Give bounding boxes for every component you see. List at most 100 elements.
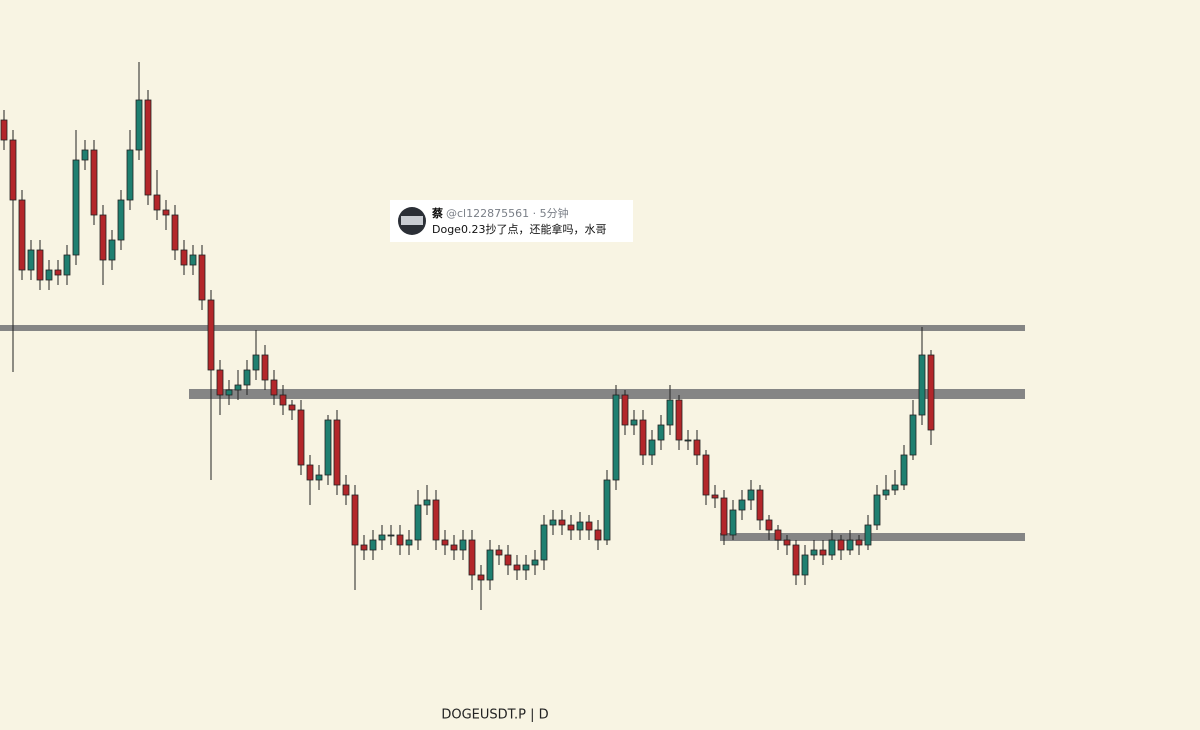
candle-body	[234, 384, 242, 391]
candle-body	[549, 519, 557, 526]
candle-body	[612, 394, 620, 481]
candle-body	[873, 494, 881, 526]
candle-body	[171, 214, 179, 251]
candle-body	[0, 119, 8, 141]
candle-body	[270, 379, 278, 396]
candle-body	[243, 369, 251, 386]
candle-body	[594, 529, 602, 541]
candle-body	[72, 159, 80, 256]
candle-body	[396, 534, 404, 546]
candle-body	[144, 99, 152, 196]
candle-body	[252, 354, 260, 371]
candle-body	[369, 539, 377, 551]
candle-body	[891, 484, 899, 491]
candle-body	[504, 554, 512, 566]
candle-body	[864, 524, 872, 546]
candle-body	[54, 269, 62, 276]
candle-body	[900, 454, 908, 486]
candle-body	[18, 199, 26, 271]
candle-body	[216, 369, 224, 396]
candle-body	[117, 199, 125, 241]
candle-body	[333, 419, 341, 486]
candle-body	[693, 439, 701, 456]
candle-body	[810, 549, 818, 556]
candle-body	[828, 539, 836, 556]
candle-body	[846, 539, 854, 551]
candle-body	[225, 389, 233, 396]
candle-body	[423, 499, 431, 506]
candle-body	[387, 534, 395, 537]
candle-body	[405, 539, 413, 546]
candle-body	[837, 539, 845, 551]
candle-body	[261, 354, 269, 381]
candle-body	[531, 559, 539, 566]
candle-body	[279, 394, 287, 406]
candle-body	[441, 539, 449, 546]
candle-body	[180, 249, 188, 266]
candle-body	[729, 509, 737, 536]
candle-body	[702, 454, 710, 496]
candle-body	[792, 544, 800, 576]
candle-body	[558, 519, 566, 526]
candle-body	[324, 419, 332, 476]
candle-body	[9, 139, 17, 201]
candle-body	[819, 549, 827, 556]
candle-body	[63, 254, 71, 276]
candle-body	[522, 564, 530, 571]
candle-body	[135, 99, 143, 151]
candle-body	[675, 399, 683, 441]
comment-background	[390, 200, 633, 242]
candle-body	[108, 239, 116, 261]
candle-body	[153, 194, 161, 211]
candle-body	[738, 499, 746, 511]
candle-body	[918, 354, 926, 416]
candle-body	[99, 214, 107, 261]
candle-body	[468, 539, 476, 576]
candle-body	[513, 564, 521, 571]
comment-text: Doge0.23抄了点，还能拿吗，水哥	[432, 222, 606, 236]
candle-body	[450, 544, 458, 551]
candle-body	[774, 529, 782, 541]
candle-body	[639, 419, 647, 456]
candle-body	[36, 249, 44, 281]
candle-body	[306, 464, 314, 481]
comment-card: 蔡 @cl122875561 · 5分钟 Doge0.23抄了点，还能拿吗，水哥	[390, 200, 633, 242]
candle-body	[27, 249, 35, 271]
candle-body	[486, 549, 494, 581]
avatar-image	[401, 216, 423, 225]
candle-body	[621, 394, 629, 426]
candle-body	[360, 544, 368, 551]
candle-body	[288, 404, 296, 411]
comment-author: 蔡	[431, 206, 443, 220]
candle-body	[540, 524, 548, 561]
candle-body	[342, 484, 350, 496]
comment-handle: @cl122875561 · 5分钟	[446, 206, 569, 220]
candle-body	[432, 499, 440, 541]
candle-body	[909, 414, 917, 456]
candle-body	[414, 504, 422, 541]
candle-body	[477, 574, 485, 581]
candle-body	[315, 474, 323, 481]
candle-body	[495, 549, 503, 556]
candle-body	[459, 539, 467, 551]
candle-body	[648, 439, 656, 456]
candle-body	[567, 524, 575, 531]
candle-body	[765, 519, 773, 531]
candle-body	[45, 269, 53, 281]
candle-body	[783, 539, 791, 546]
plot-area	[0, 62, 1025, 610]
candle-body	[855, 539, 863, 546]
candle-body	[630, 419, 638, 426]
candle-body	[747, 489, 755, 501]
candle-body	[126, 149, 134, 201]
candle-body	[207, 299, 215, 371]
candle-body	[189, 254, 197, 266]
candle-body	[720, 497, 728, 536]
candle-body	[603, 479, 611, 541]
candle-body	[666, 399, 674, 426]
candle-body	[657, 424, 665, 441]
candle-body	[756, 489, 764, 521]
candle-body	[90, 149, 98, 216]
candle-body	[297, 409, 305, 466]
